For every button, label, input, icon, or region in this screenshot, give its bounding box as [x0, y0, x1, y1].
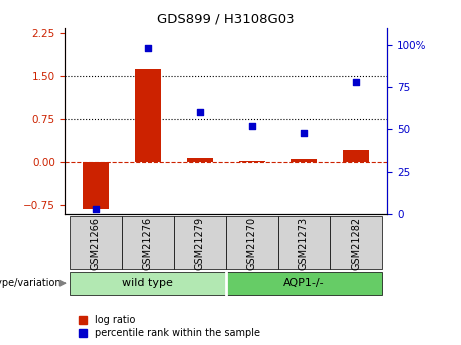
Bar: [187, 158, 213, 162]
FancyBboxPatch shape: [70, 216, 122, 269]
FancyBboxPatch shape: [278, 216, 330, 269]
Bar: [291, 159, 317, 162]
Text: GSM21276: GSM21276: [143, 217, 153, 270]
Text: wild type: wild type: [122, 278, 173, 288]
Point: [92, 206, 100, 211]
Bar: [83, 162, 109, 209]
Text: GSM21279: GSM21279: [195, 217, 205, 270]
FancyBboxPatch shape: [174, 216, 226, 269]
Text: genotype/variation: genotype/variation: [0, 278, 61, 288]
FancyBboxPatch shape: [70, 272, 226, 295]
Title: GDS899 / H3108G03: GDS899 / H3108G03: [157, 12, 295, 25]
FancyBboxPatch shape: [122, 216, 174, 269]
Text: GSM21273: GSM21273: [299, 217, 309, 270]
Bar: [239, 161, 265, 162]
Point: [144, 45, 152, 51]
Legend: log ratio, percentile rank within the sample: log ratio, percentile rank within the sa…: [79, 315, 260, 338]
Bar: [343, 150, 369, 162]
Point: [248, 123, 255, 129]
Point: [352, 79, 360, 85]
Text: GSM21266: GSM21266: [91, 217, 101, 270]
FancyBboxPatch shape: [330, 216, 382, 269]
FancyBboxPatch shape: [226, 272, 382, 295]
Bar: [135, 69, 161, 162]
Text: GSM21282: GSM21282: [351, 217, 361, 270]
Text: GSM21270: GSM21270: [247, 217, 257, 270]
Point: [300, 130, 307, 135]
Point: [196, 109, 204, 115]
Text: AQP1-/-: AQP1-/-: [283, 278, 325, 288]
FancyBboxPatch shape: [226, 216, 278, 269]
